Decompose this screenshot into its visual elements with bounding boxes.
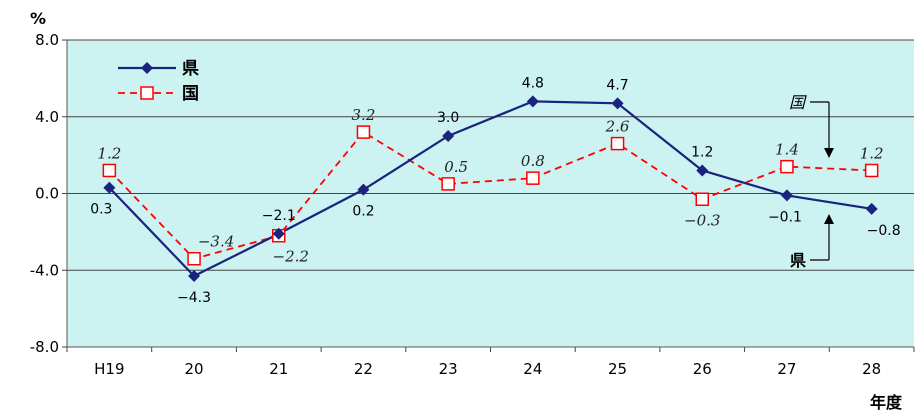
x-tick-label: 24 (523, 360, 542, 378)
annotations: 国県 (789, 93, 834, 270)
y-tick-label: 4.0 (35, 108, 59, 126)
point-kuni (610, 136, 625, 151)
data-label-ken: 0.3 (90, 202, 112, 218)
x-tick-label: 27 (777, 360, 796, 378)
point-ken (780, 189, 793, 202)
data-label-ken: 1.2 (691, 144, 713, 160)
data-label-ken: −0.8 (867, 223, 901, 239)
point-kuni (441, 177, 455, 191)
data-label-ken: 0.2 (352, 204, 374, 220)
x-tick-label: 25 (608, 360, 627, 378)
x-tick-label: 28 (862, 360, 881, 378)
y-unit-label: % (30, 9, 46, 28)
data-label-kuni: −3.4 (198, 233, 234, 251)
point-ken (865, 202, 878, 215)
data-label-kuni: 2.6 (605, 118, 630, 136)
point-kuni (695, 192, 709, 207)
legend-marker-kuni (140, 86, 154, 100)
point-ken (611, 97, 624, 110)
point-kuni (187, 251, 201, 266)
point-kuni (526, 171, 540, 185)
x-tick-label: H19 (94, 360, 124, 378)
series-line-kuni (108, 130, 872, 260)
annotation-kuni: 国 (789, 93, 807, 112)
legend-marker-ken (141, 62, 153, 74)
data-label-kuni: 1.2 (860, 144, 884, 162)
y-tick-labels: 8.0 4.0 0.0 -4.0 -8.0 (30, 31, 59, 356)
annotation-ken-arrowhead (824, 214, 834, 224)
legend: 県国 (118, 59, 199, 104)
x-unit-label: 年度 (870, 393, 903, 412)
point-ken (442, 129, 455, 142)
x-tick-label: 21 (269, 360, 288, 378)
y-tick-label: 8.0 (35, 31, 59, 49)
annotation-kuni-arrowhead (824, 148, 834, 158)
data-label-ken: 4.7 (606, 77, 628, 93)
point-ken (357, 183, 370, 196)
data-label-ken: −4.3 (177, 290, 211, 306)
data-label-ken: 3.0 (437, 110, 459, 126)
point-ken (526, 95, 539, 108)
point-ken (188, 270, 201, 283)
y-tick-label: -4.0 (30, 261, 59, 279)
x-tick-label: 26 (693, 360, 712, 378)
point-ken (103, 181, 116, 194)
data-label-kuni: 3.2 (352, 106, 376, 124)
annotation-ken: 県 (790, 251, 806, 270)
point-ken (696, 164, 709, 177)
data-label-kuni: −2.2 (273, 248, 309, 266)
legend-label-ken: 県 (182, 59, 199, 79)
point-kuni (780, 159, 794, 174)
x-tick-labels: H19 20 21 22 23 24 25 26 27 28 (94, 360, 881, 378)
data-label-ken: −0.1 (768, 209, 802, 225)
point-ken (272, 227, 285, 240)
series-layer: 0.3 −4.3 −2.1 0.2 3.0 4.8 4.7 1.2 −0.1 −0.8 1.2 −3.… (90, 75, 900, 306)
data-label-kuni: 0.8 (521, 152, 545, 170)
data-label-kuni: 0.5 (444, 158, 468, 176)
data-label-kuni: −0.3 (684, 211, 720, 229)
y-tick-label: -8.0 (30, 338, 59, 356)
data-label-ken: −2.1 (262, 208, 296, 224)
data-label-kuni: 1.4 (775, 141, 799, 159)
x-tick-label: 20 (185, 360, 204, 378)
y-tick-label: 0.0 (35, 185, 59, 203)
gridlines (62, 39, 915, 352)
x-tick-label: 23 (439, 360, 458, 378)
legend-label-kuni: 国 (182, 84, 199, 104)
series-line-ken (108, 100, 872, 278)
point-kuni (864, 163, 879, 178)
data-label-kuni: 1.2 (97, 144, 121, 162)
x-tick-label: 22 (354, 360, 373, 378)
data-label-ken: 4.8 (522, 75, 544, 91)
point-kuni (356, 125, 371, 139)
point-kuni (102, 163, 117, 178)
